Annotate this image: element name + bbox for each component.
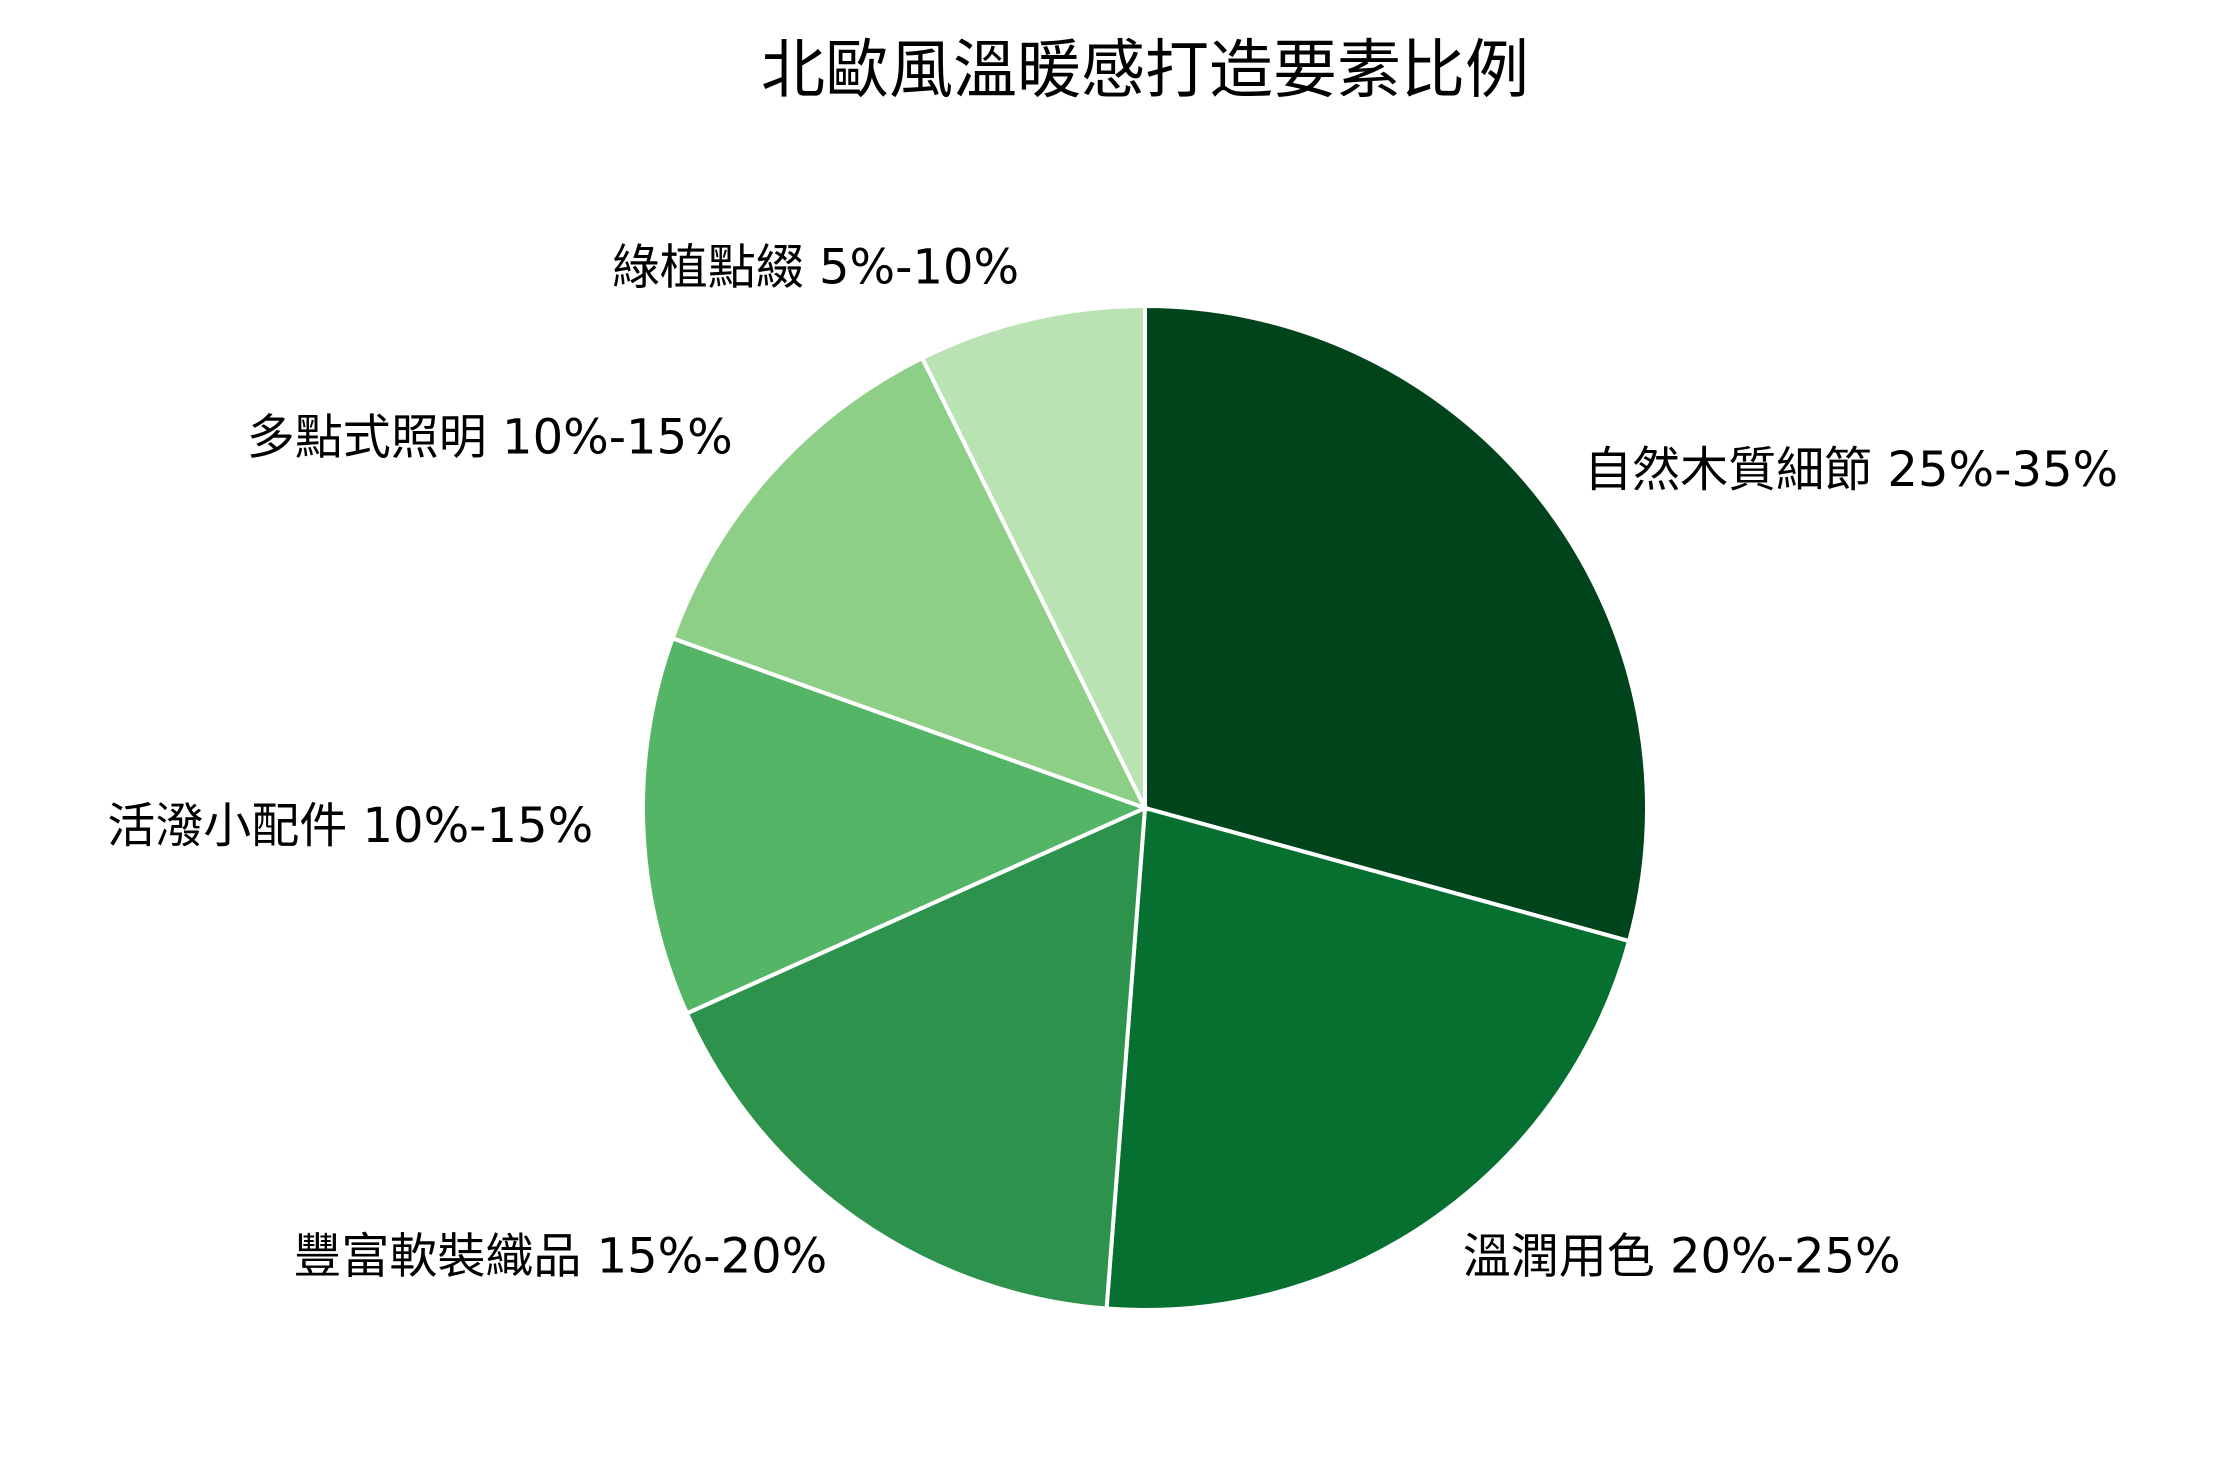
slice-label: 多點式照明 10%-15% xyxy=(247,410,733,466)
slice-label: 自然木質細節 25%-35% xyxy=(1584,442,2118,498)
pie-slice xyxy=(684,804,1148,1311)
pie-slices xyxy=(641,303,1649,1312)
pie-labels: 自然木質細節 25%-35% 溫潤用色 20%-25% 豐富軟裝織品 15%-20%… xyxy=(107,239,2118,1284)
pie-slice xyxy=(641,635,1151,1016)
slice-label: 豐富軟裝織品 15%-20% xyxy=(293,1229,827,1285)
pie-slice xyxy=(1104,805,1632,1312)
slice-label: 溫潤用色 20%-25% xyxy=(1463,1229,1901,1285)
slice-label: 綠植點綴 5%-10% xyxy=(612,239,1019,295)
pie-slice xyxy=(1143,303,1649,944)
slice-label: 活潑小配件 10%-15% xyxy=(107,798,593,854)
pie-slice xyxy=(669,355,1149,812)
chart-title: 北歐風溫暖感打造要素比例 xyxy=(761,34,1529,108)
pie-slice xyxy=(919,303,1147,809)
